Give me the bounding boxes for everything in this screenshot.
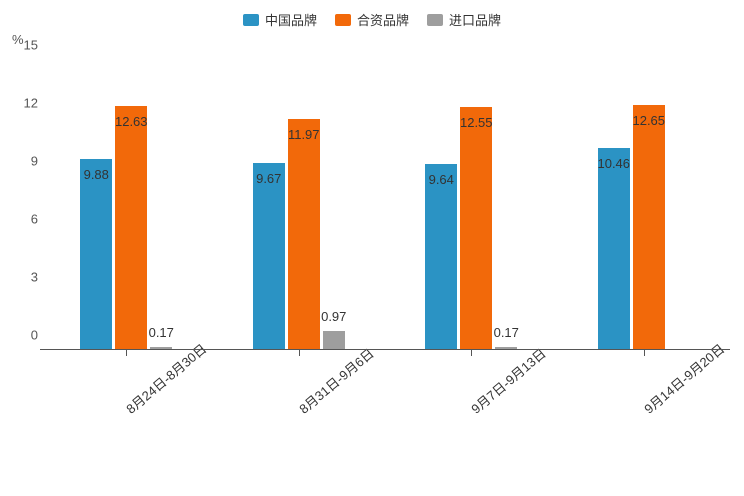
- bar-value-im-2: 0.17: [494, 325, 519, 340]
- bar-value-cn-0: 9.88: [84, 167, 109, 182]
- bar-value-im-0: 0.17: [149, 325, 174, 340]
- bar-chart-container: 中国品牌 合资品牌 进口品牌 % 0 3 6 9 12 15 9.88: [0, 0, 744, 496]
- x-axis-line: [40, 349, 730, 350]
- bar-cn-1[interactable]: 9.67: [253, 163, 285, 350]
- bar-value-cn-1: 9.67: [256, 171, 281, 186]
- bar-group-3[interactable]: 10.46 12.65 9月14日-9月20日: [558, 60, 731, 350]
- bar-value-im-1: 0.97: [321, 309, 346, 324]
- y-tick-9: 9: [12, 154, 38, 169]
- legend-label-1: 合资品牌: [357, 10, 409, 29]
- bar-group-1[interactable]: 9.67 11.97 0.97 8月31日-9月6日: [213, 60, 386, 350]
- y-tick-6: 6: [12, 212, 38, 227]
- plot-area: 0 3 6 9 12 15 9.88 12.63 0.17 8月24日-8月30…: [40, 60, 730, 350]
- bar-value-cn-2: 9.64: [429, 172, 454, 187]
- bar-value-cn-3: 10.46: [597, 156, 630, 171]
- x-axis-label-0: 8月24日-8月30日: [122, 339, 211, 418]
- x-tick-1: [299, 350, 300, 356]
- legend-swatch-0: [243, 14, 259, 26]
- legend-label-2: 进口品牌: [449, 10, 501, 29]
- legend-item-1[interactable]: 合资品牌: [335, 10, 409, 29]
- bar-groups-row: 9.88 12.63 0.17 8月24日-8月30日 9.67 11.97: [40, 60, 730, 350]
- chart-legend: 中国品牌 合资品牌 进口品牌: [0, 10, 744, 29]
- legend-item-0[interactable]: 中国品牌: [243, 10, 317, 29]
- legend-item-2[interactable]: 进口品牌: [427, 10, 501, 29]
- y-tick-15: 15: [12, 38, 38, 53]
- bar-im-1[interactable]: 0.97: [323, 331, 345, 350]
- y-tick-0: 0: [12, 328, 38, 343]
- bar-group-2[interactable]: 9.64 12.55 0.17 9月7日-9月13日: [385, 60, 558, 350]
- x-axis-label-2: 9月7日-9月13日: [467, 343, 550, 417]
- bar-value-jv-3: 12.65: [632, 113, 665, 128]
- bar-cn-2[interactable]: 9.64: [425, 164, 457, 350]
- bar-value-jv-1: 11.97: [288, 127, 320, 142]
- x-tick-3: [644, 350, 645, 356]
- bar-value-jv-0: 12.63: [115, 114, 148, 129]
- x-tick-0: [126, 350, 127, 356]
- bar-group-0[interactable]: 9.88 12.63 0.17 8月24日-8月30日: [40, 60, 213, 350]
- bar-jv-0[interactable]: 12.63: [115, 106, 147, 350]
- bar-jv-1[interactable]: 11.97: [288, 119, 320, 350]
- bar-cn-3[interactable]: 10.46: [598, 148, 630, 350]
- bar-value-jv-2: 12.55: [460, 115, 493, 130]
- x-axis-label-3: 9月14日-9月20日: [639, 339, 728, 418]
- y-tick-3: 3: [12, 270, 38, 285]
- legend-swatch-1: [335, 14, 351, 26]
- bar-cn-0[interactable]: 9.88: [80, 159, 112, 350]
- y-tick-12: 12: [12, 96, 38, 111]
- legend-swatch-2: [427, 14, 443, 26]
- x-axis-label-1: 8月31日-9月6日: [294, 343, 377, 417]
- legend-label-0: 中国品牌: [265, 10, 317, 29]
- x-tick-2: [471, 350, 472, 356]
- bar-jv-2[interactable]: 12.55: [460, 107, 492, 350]
- bar-jv-3[interactable]: 12.65: [633, 105, 665, 350]
